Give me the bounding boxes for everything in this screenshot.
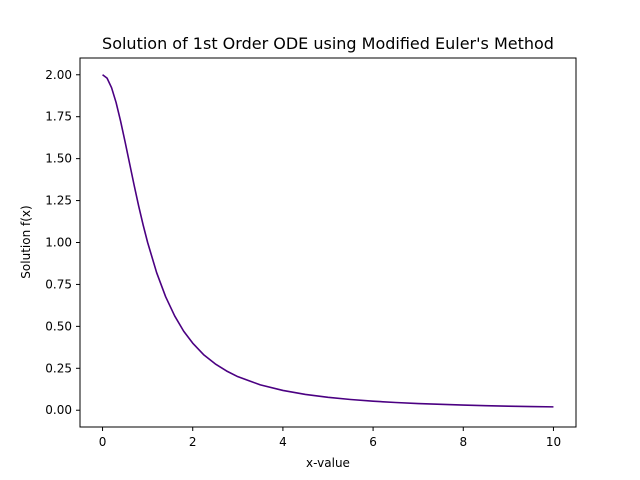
x-tick-label: 10 bbox=[546, 435, 561, 449]
x-axis-label: x-value bbox=[306, 456, 350, 470]
x-tick-label: 6 bbox=[369, 435, 377, 449]
series-line bbox=[102, 74, 554, 408]
y-axis-label: Solution f(x) bbox=[19, 205, 33, 278]
y-tick-label: 0.00 bbox=[45, 403, 72, 417]
chart-title: Solution of 1st Order ODE using Modified… bbox=[102, 34, 554, 53]
y-axis: 0.00 0.25 0.50 0.75 1.00 1.25 1.50 1.75 2.00 bbox=[45, 68, 80, 417]
y-tick-label: 1.50 bbox=[45, 152, 72, 166]
y-tick-label: 2.00 bbox=[45, 68, 72, 82]
x-tick-label: 2 bbox=[189, 435, 197, 449]
y-tick-label: 0.75 bbox=[45, 277, 72, 291]
y-tick-label: 1.25 bbox=[45, 194, 72, 208]
y-tick-label: 0.50 bbox=[45, 319, 72, 333]
y-tick-label: 0.25 bbox=[45, 361, 72, 375]
series-layer bbox=[102, 74, 554, 408]
x-tick-label: 0 bbox=[99, 435, 107, 449]
x-axis: 0 2 4 6 8 10 bbox=[99, 427, 561, 449]
x-tick-label: 8 bbox=[459, 435, 467, 449]
y-tick-label: 1.75 bbox=[45, 110, 72, 124]
y-tick-label: 1.00 bbox=[45, 236, 72, 250]
x-tick-label: 4 bbox=[279, 435, 287, 449]
plot-frame bbox=[79, 57, 577, 428]
